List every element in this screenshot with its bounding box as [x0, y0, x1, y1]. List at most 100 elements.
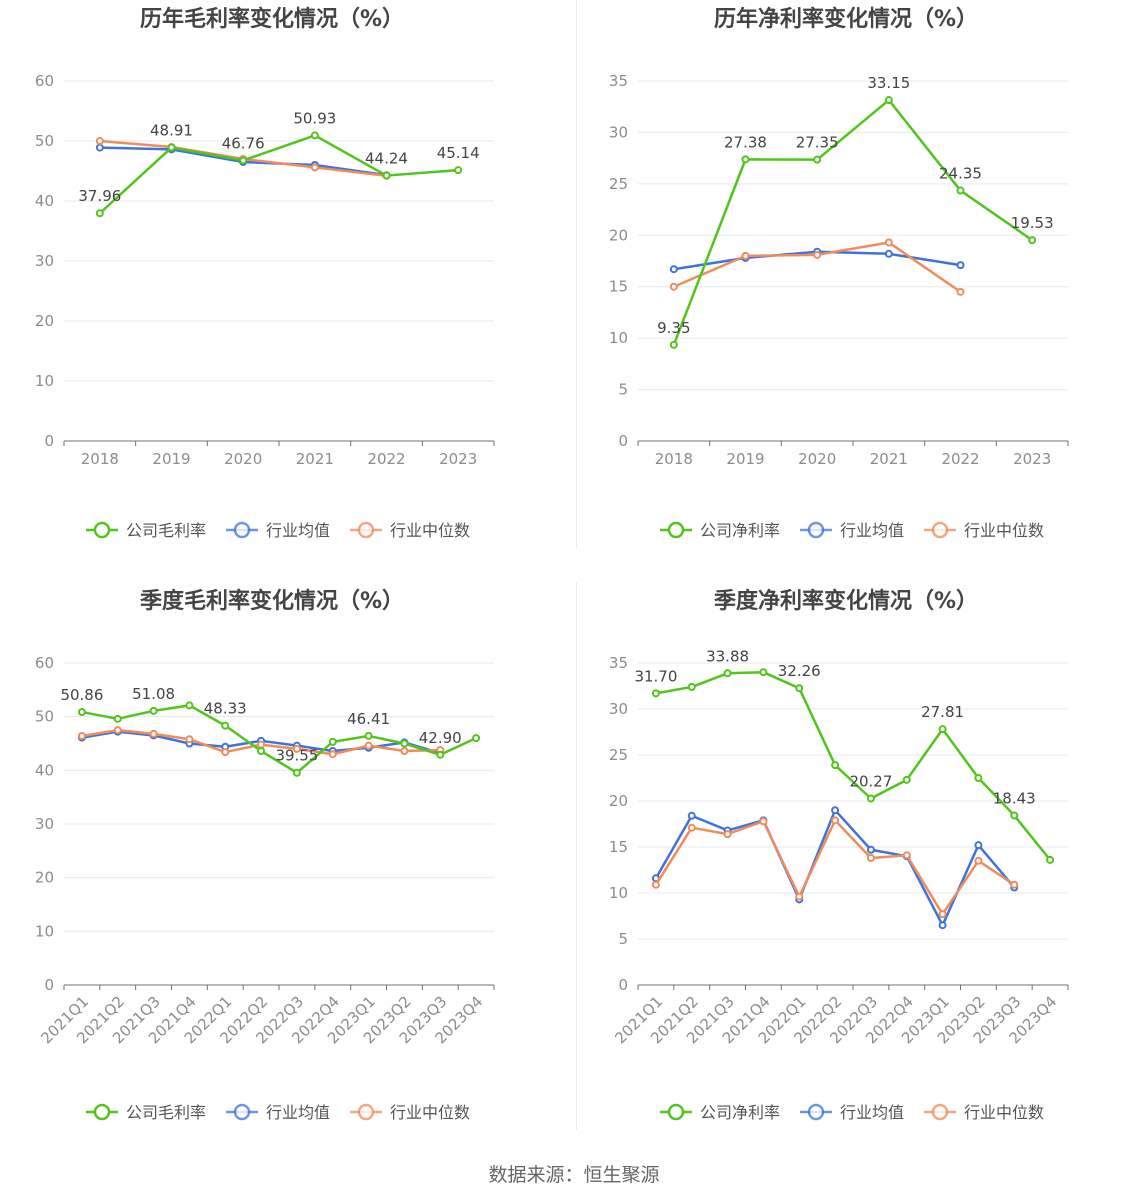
data-label: 19.53: [1011, 214, 1054, 232]
y-tick-label: 10: [609, 884, 628, 902]
data-point: [759, 668, 768, 677]
data-source-note: 数据来源：恒生聚源: [488, 1164, 660, 1186]
x-tick-label: 2022: [941, 450, 979, 468]
data-point: [687, 811, 696, 820]
y-tick-label: 15: [609, 278, 628, 296]
y-tick-label: 35: [609, 654, 628, 672]
legend-marker: [667, 521, 685, 539]
data-point: [1010, 811, 1019, 820]
data-point: [795, 684, 804, 693]
data-point: [239, 156, 248, 165]
data-label: 9.35: [657, 319, 690, 337]
legend-marker: [93, 521, 111, 539]
data-point: [831, 761, 840, 770]
data-point: [669, 340, 678, 349]
x-tick-label: 2022: [367, 450, 405, 468]
data-point: [813, 155, 822, 164]
legend-item-1[interactable]: 行业均值: [226, 521, 330, 540]
data-label: 46.76: [222, 134, 265, 152]
data-point: [974, 841, 983, 850]
data-point: [95, 137, 104, 145]
data-point: [221, 721, 230, 730]
data-point: [884, 249, 893, 258]
data-point: [364, 731, 373, 740]
data-point: [310, 131, 319, 140]
data-label: 33.15: [867, 74, 910, 92]
y-tick-label: 40: [35, 192, 54, 210]
quarterly-net-margin-chart: 季度净利率变化情况（%） 0 5 10 15 20 25 30 35 2021Q1 2021Q2 20…: [574, 582, 1148, 1164]
y-tick-label: 30: [35, 252, 54, 270]
legend-marker: [931, 521, 949, 539]
legend-item-2[interactable]: 行业中位数: [350, 521, 470, 540]
data-label: 39.55: [275, 747, 318, 765]
data-point: [651, 689, 660, 698]
legend-item-2[interactable]: 行业中位数: [924, 521, 1044, 540]
x-tick-label: 2019: [726, 450, 764, 468]
data-point: [974, 856, 983, 865]
legend-label: 行业中位数: [964, 1103, 1044, 1122]
x-tick-label: 2019: [152, 450, 190, 468]
y-tick-label: 10: [35, 922, 54, 940]
y-tick-label: 20: [35, 869, 54, 887]
data-point: [328, 737, 337, 746]
data-point: [185, 701, 194, 710]
y-tick-label: 25: [609, 746, 628, 764]
data-point: [831, 806, 840, 815]
chart-svg: 历年净利率变化情况（%） 0 5 10 15 20 25 30 35 2018 2019 2020 20…: [609, 6, 1069, 540]
data-point: [902, 851, 911, 860]
legend-marker: [233, 521, 251, 539]
x-tick-label: 2018: [81, 450, 119, 468]
data-point: [723, 669, 732, 678]
data-point: [310, 163, 319, 172]
legend-item-0[interactable]: 公司毛利率: [86, 521, 206, 540]
x-tick-label: 2021: [296, 450, 334, 468]
y-tick-label: 30: [609, 700, 628, 718]
y-tick-label: 0: [618, 976, 628, 994]
legend-item-0[interactable]: 公司毛利率: [86, 1103, 206, 1122]
legend-item-0[interactable]: 公司净利率: [660, 521, 780, 540]
data-point: [1010, 880, 1019, 889]
legend-item-0[interactable]: 公司净利率: [660, 1103, 780, 1122]
data-label: 27.81: [921, 703, 964, 721]
data-label: 45.14: [437, 144, 480, 162]
data-label: 24.35: [939, 165, 982, 183]
chart-title: 季度毛利率变化情况（%）: [140, 588, 404, 614]
legend-item-2[interactable]: 行业中位数: [350, 1103, 470, 1122]
legend-item-2[interactable]: 行业中位数: [924, 1103, 1044, 1122]
y-tick-label: 60: [35, 654, 54, 672]
series-line-2: [654, 819, 1015, 916]
legend-label: 公司净利率: [700, 521, 780, 540]
y-tick-label: 0: [44, 432, 54, 450]
data-point: [884, 238, 893, 247]
data-point: [956, 261, 965, 270]
data-point: [364, 741, 373, 750]
legend-item-1[interactable]: 行业均值: [800, 1103, 904, 1122]
data-label: 42.90: [419, 729, 462, 747]
y-tick-label: 60: [35, 72, 54, 90]
x-tick-label: 2020: [224, 450, 262, 468]
data-point: [77, 708, 86, 717]
data-point: [400, 747, 409, 756]
data-point: [328, 750, 337, 759]
data-point: [436, 750, 445, 759]
legend-label: 公司毛利率: [126, 521, 206, 540]
chart-title: 历年净利率变化情况（%）: [714, 6, 978, 32]
annual-net-margin-chart: 历年净利率变化情况（%） 0 5 10 15 20 25 30 35 2018 2019 2020 20…: [574, 0, 1148, 582]
data-label: 48.33: [204, 700, 247, 718]
data-point: [866, 845, 875, 854]
y-tick-label: 35: [609, 72, 628, 90]
y-tick-label: 40: [35, 761, 54, 779]
data-label: 46.41: [347, 710, 390, 728]
legend-marker: [931, 1103, 949, 1121]
data-point: [292, 744, 301, 753]
x-tick-label: 2023: [1013, 450, 1051, 468]
legend-marker: [93, 1103, 111, 1121]
legend-item-1[interactable]: 行业均值: [800, 521, 904, 540]
legend-label: 行业中位数: [390, 1103, 470, 1122]
data-point: [956, 287, 965, 296]
data-point: [257, 747, 266, 756]
y-tick-label: 30: [609, 123, 628, 141]
legend-item-1[interactable]: 行业均值: [226, 1103, 330, 1122]
x-tick-label: 2021: [870, 450, 908, 468]
y-tick-label: 20: [35, 312, 54, 330]
